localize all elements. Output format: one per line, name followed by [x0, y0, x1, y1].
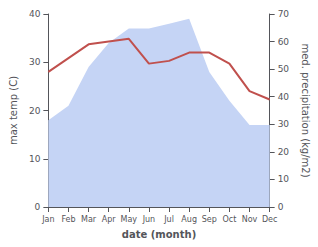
svg-text:max temp (C): max temp (C) [8, 76, 19, 145]
svg-text:date (month): date (month) [122, 229, 196, 240]
svg-text:30: 30 [278, 119, 290, 129]
svg-text:20: 20 [29, 106, 41, 116]
svg-text:70: 70 [278, 9, 290, 19]
svg-text:0: 0 [278, 202, 284, 212]
svg-text:50: 50 [278, 64, 290, 74]
svg-text:Jan: Jan [41, 215, 54, 224]
svg-text:40: 40 [29, 9, 41, 19]
svg-text:May: May [121, 215, 138, 224]
svg-text:Nov: Nov [242, 215, 258, 224]
svg-text:60: 60 [278, 37, 290, 47]
svg-text:Feb: Feb [61, 215, 75, 224]
svg-text:Apr: Apr [102, 215, 117, 224]
svg-text:Aug: Aug [181, 215, 197, 224]
svg-text:20: 20 [278, 147, 290, 157]
svg-text:40: 40 [278, 92, 290, 102]
svg-text:Jul: Jul [163, 215, 174, 224]
svg-text:Sep: Sep [202, 215, 217, 224]
svg-text:Mar: Mar [81, 215, 97, 224]
svg-text:Oct: Oct [222, 215, 236, 224]
svg-text:10: 10 [29, 154, 41, 164]
svg-text:Jun: Jun [142, 215, 156, 224]
svg-text:med. precipitation (kg/m2): med. precipitation (kg/m2) [300, 43, 311, 177]
svg-text:Dec: Dec [262, 215, 277, 224]
svg-text:0: 0 [35, 202, 41, 212]
svg-text:10: 10 [278, 174, 290, 184]
svg-text:30: 30 [29, 57, 41, 67]
